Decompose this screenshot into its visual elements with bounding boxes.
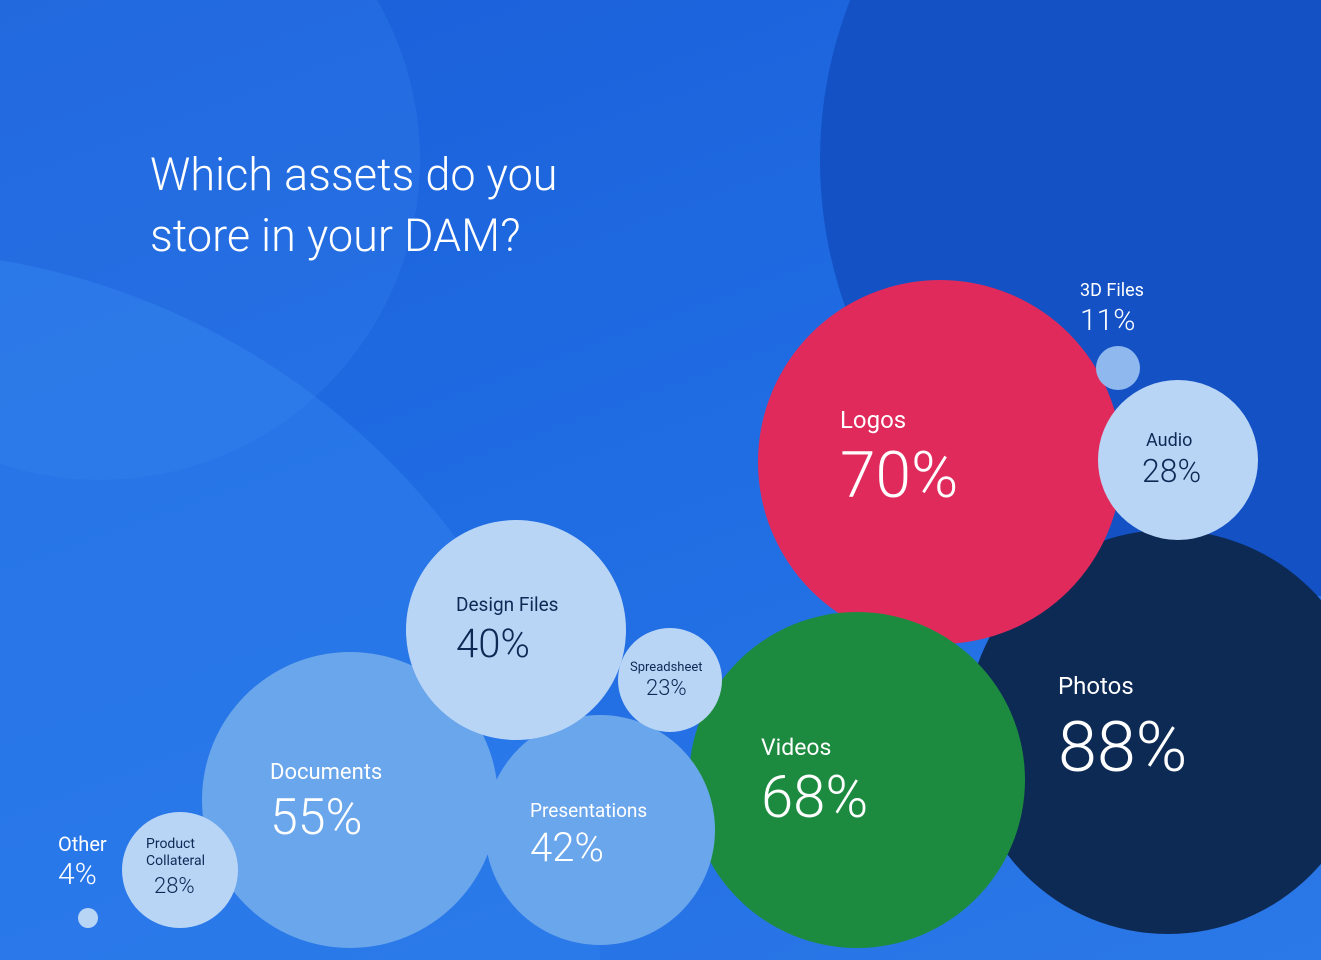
chart-title: Which assets do you store in your DAM? bbox=[150, 145, 558, 267]
bubble-label-presentations: Presentations bbox=[530, 800, 647, 823]
bubble-label-photos: Photos bbox=[1058, 672, 1134, 701]
bubble-value-audio: 28% bbox=[1142, 452, 1201, 490]
bubble-value-spreadsheet: 23% bbox=[646, 676, 687, 702]
bubble-label-logos: Logos bbox=[840, 406, 906, 435]
bubble-3d-files bbox=[1096, 346, 1140, 390]
bubble-label-product-collateral: Product Collateral bbox=[146, 836, 205, 870]
bubble-label-other: Other bbox=[58, 832, 107, 856]
bubble-label-videos: Videos bbox=[761, 734, 831, 762]
bubble-label-3d-files: 3D Files bbox=[1080, 280, 1144, 302]
bubble-other bbox=[78, 908, 98, 928]
bubble-value-design-files: 40% bbox=[456, 620, 530, 668]
bubble-label-documents: Documents bbox=[270, 760, 382, 786]
bubble-value-documents: 55% bbox=[270, 788, 362, 848]
bubble-label-design-files: Design Files bbox=[456, 594, 558, 617]
bubble-value-product-collateral: 28% bbox=[154, 874, 195, 900]
infographic-canvas: Which assets do you store in your DAM? Ph… bbox=[0, 0, 1321, 960]
bubble-value-presentations: 42% bbox=[530, 824, 604, 872]
bubble-label-audio: Audio bbox=[1146, 430, 1192, 452]
bubble-value-videos: 68% bbox=[761, 764, 868, 834]
bubble-product-collateral bbox=[122, 812, 238, 928]
bubble-label-spreadsheet: Spreadsheet bbox=[630, 660, 703, 676]
bubble-value-3d-files: 11% bbox=[1080, 303, 1135, 339]
bubble-value-logos: 70% bbox=[840, 438, 958, 515]
bubble-value-photos: 88% bbox=[1058, 706, 1187, 790]
bubble-value-other: 4% bbox=[58, 857, 97, 893]
